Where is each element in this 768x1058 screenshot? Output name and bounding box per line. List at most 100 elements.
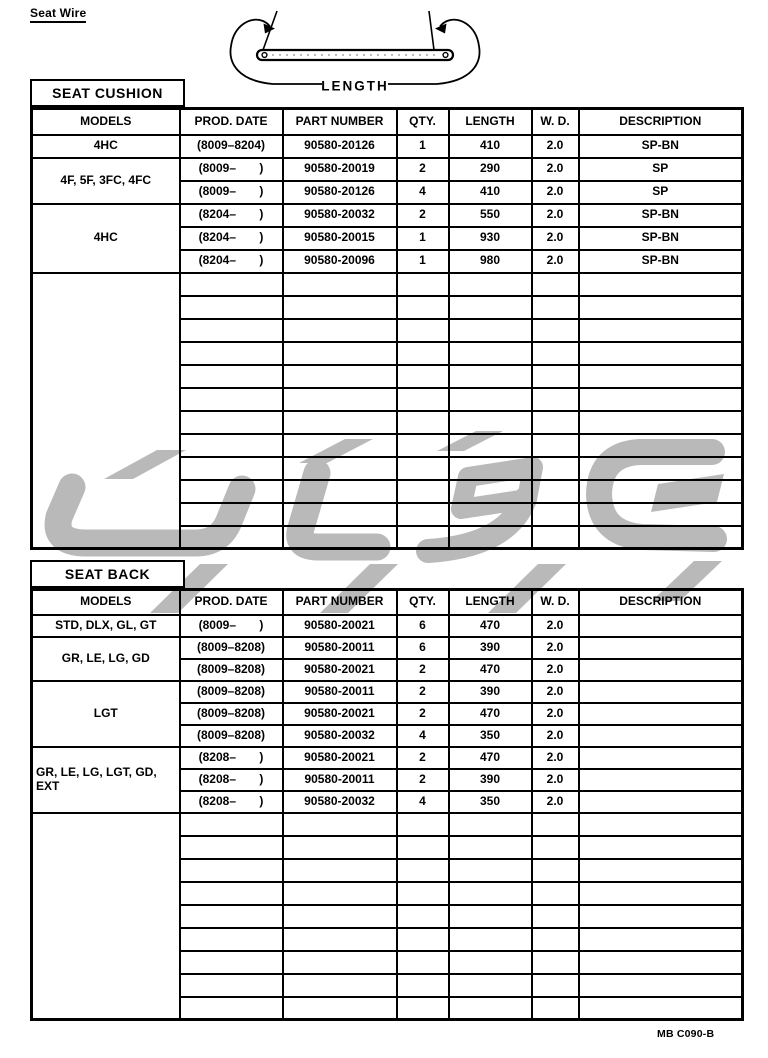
empty-table-row bbox=[32, 340, 744, 366]
column-header: PART NUMBER bbox=[281, 588, 398, 616]
empty-table-row bbox=[32, 949, 744, 975]
section-title: SEAT CUSHION bbox=[52, 85, 163, 101]
table-cell: 2 bbox=[395, 202, 450, 228]
table-cell bbox=[395, 501, 450, 527]
empty-table-row bbox=[32, 478, 744, 504]
table-cell bbox=[178, 271, 284, 297]
table-cell bbox=[447, 478, 533, 504]
table-cell bbox=[281, 949, 398, 975]
table-row: (8208– ) 90580-20011 2 390 2.0 bbox=[32, 767, 744, 792]
table-cell bbox=[178, 524, 284, 550]
table-cell bbox=[577, 834, 744, 860]
table-cell bbox=[530, 340, 580, 366]
table-row: (8009–8208) 90580-20032 4 350 2.0 bbox=[32, 723, 744, 748]
table-cell bbox=[178, 317, 284, 343]
empty-table-row bbox=[32, 857, 744, 883]
table-cell bbox=[530, 903, 580, 929]
table-cell: 90580-20019 bbox=[281, 156, 398, 182]
seat-cushion-title-box: SEAT CUSHION bbox=[30, 79, 185, 107]
table-cell: 6 bbox=[395, 613, 450, 638]
table-cell bbox=[447, 880, 533, 906]
column-header: MODELS bbox=[30, 107, 181, 136]
table-cell: SP-BN bbox=[577, 202, 744, 228]
page-title: Seat Wire bbox=[30, 6, 87, 23]
table-cell bbox=[395, 432, 450, 458]
table-cell bbox=[178, 363, 284, 389]
table-cell: 90580-20032 bbox=[281, 202, 398, 228]
table-cell bbox=[30, 811, 181, 1021]
table-cell: 90580-20021 bbox=[281, 701, 398, 726]
table-cell bbox=[281, 478, 398, 504]
table-cell bbox=[577, 767, 744, 792]
table-cell bbox=[447, 294, 533, 320]
table-cell bbox=[395, 524, 450, 550]
table-cell bbox=[178, 386, 284, 412]
table-cell bbox=[281, 386, 398, 412]
table-cell: 390 bbox=[447, 635, 533, 660]
table-cell bbox=[577, 972, 744, 998]
table-cell bbox=[178, 834, 284, 860]
table-cell bbox=[281, 524, 398, 550]
empty-table-row bbox=[32, 524, 744, 550]
table-cell bbox=[178, 455, 284, 481]
table-cell bbox=[577, 432, 744, 458]
table-cell bbox=[281, 432, 398, 458]
table-cell bbox=[447, 995, 533, 1021]
table-cell bbox=[530, 995, 580, 1021]
table-cell: STD, DLX, GL, GT bbox=[30, 613, 181, 638]
table-cell: 4 bbox=[395, 789, 450, 814]
table-cell bbox=[577, 501, 744, 527]
table-cell: 2.0 bbox=[530, 248, 580, 274]
table-cell bbox=[447, 857, 533, 883]
table-cell bbox=[395, 903, 450, 929]
table-cell: 1 bbox=[395, 225, 450, 251]
table-cell: SP-BN bbox=[577, 248, 744, 274]
table-row: (8204– ) 90580-20096 1 980 2.0 SP-BN bbox=[32, 248, 744, 274]
table-cell bbox=[395, 834, 450, 860]
table-cell: 2 bbox=[395, 679, 450, 704]
table-cell bbox=[447, 501, 533, 527]
table-cell bbox=[447, 811, 533, 837]
table-cell bbox=[178, 857, 284, 883]
table-cell bbox=[447, 926, 533, 952]
table-cell: 90580-20021 bbox=[281, 657, 398, 682]
table-cell: (8009–8208) bbox=[178, 723, 284, 748]
table-cell: 90580-20032 bbox=[281, 723, 398, 748]
table-cell bbox=[577, 524, 744, 550]
table-cell bbox=[395, 294, 450, 320]
table-cell bbox=[281, 455, 398, 481]
table-cell bbox=[178, 478, 284, 504]
table-cell: (8204– ) bbox=[178, 248, 284, 274]
table-cell: 6 bbox=[395, 635, 450, 660]
table-cell bbox=[530, 455, 580, 481]
table-cell: 2 bbox=[395, 745, 450, 770]
table-cell: 2.0 bbox=[530, 179, 580, 205]
table-cell bbox=[395, 880, 450, 906]
length-arrow-left bbox=[229, 18, 322, 85]
table-cell bbox=[577, 949, 744, 975]
table-row: GR, LE, LG, LGT, GD, EXT (8208– ) 90580-20… bbox=[30, 745, 744, 814]
table-cell: SP bbox=[577, 156, 744, 182]
table-cell bbox=[395, 926, 450, 952]
table-cell bbox=[395, 340, 450, 366]
table-cell: SP bbox=[577, 179, 744, 205]
table-cell: 410 bbox=[447, 133, 533, 159]
table-cell bbox=[281, 340, 398, 366]
table-cell bbox=[281, 857, 398, 883]
column-header: PROD. DATE bbox=[178, 588, 284, 616]
table-cell bbox=[178, 432, 284, 458]
table-cell: 350 bbox=[447, 723, 533, 748]
table-cell: (8009–8208) bbox=[178, 679, 284, 704]
table-cell: GR, LE, LG, GD bbox=[30, 635, 181, 682]
column-header: QTY. bbox=[395, 107, 450, 136]
length-label: LENGTH bbox=[321, 79, 389, 94]
table-cell: (8204– ) bbox=[178, 225, 284, 251]
table-cell bbox=[530, 501, 580, 527]
table-cell bbox=[530, 271, 580, 297]
table-cell bbox=[447, 340, 533, 366]
table-cell bbox=[395, 317, 450, 343]
table-cell: LGT bbox=[30, 679, 181, 748]
table-cell bbox=[178, 972, 284, 998]
table-cell: 4 bbox=[395, 723, 450, 748]
table-cell bbox=[577, 903, 744, 929]
